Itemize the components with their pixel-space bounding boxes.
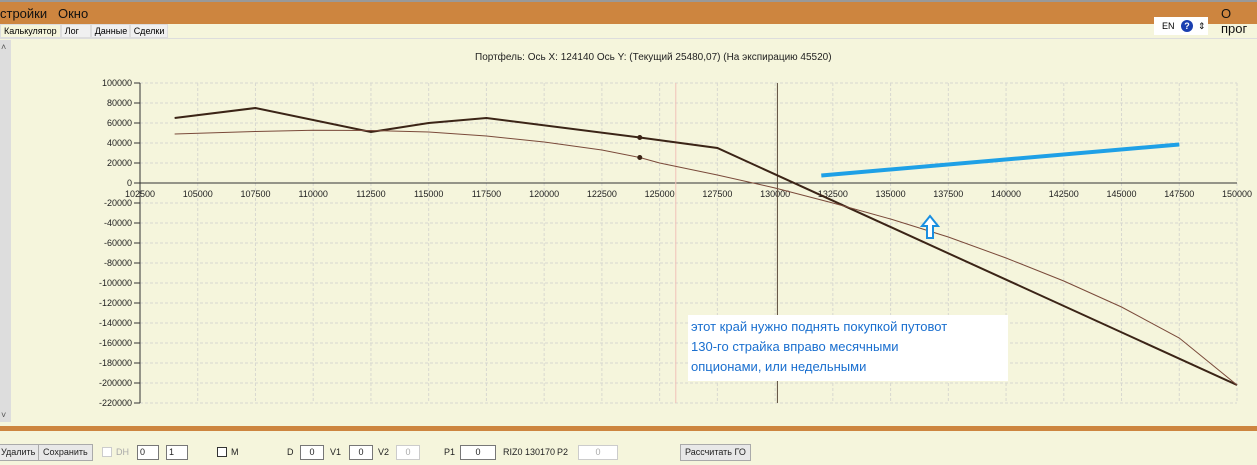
spinner-icon[interactable]: ⇕ bbox=[1198, 21, 1206, 31]
p2-input[interactable]: 0 bbox=[578, 445, 618, 460]
series-line bbox=[174, 106, 1238, 386]
m-checkbox[interactable] bbox=[217, 447, 227, 457]
help-icon[interactable]: ? bbox=[1181, 20, 1193, 32]
note-line: опционами, или недельными bbox=[691, 359, 867, 374]
v1-label: V1 bbox=[330, 447, 342, 457]
y-tick-label: -160000 bbox=[99, 338, 132, 348]
tab-data[interactable]: Данные bbox=[90, 24, 130, 38]
y-tick-label: -120000 bbox=[99, 298, 132, 308]
y-tick-label: -100000 bbox=[99, 278, 132, 288]
up-arrow-icon bbox=[919, 214, 941, 239]
x-tick-label: 130000 bbox=[760, 189, 790, 199]
calculate-margin-button[interactable]: Рассчитать ГО bbox=[680, 444, 751, 461]
x-tick-label: 145000 bbox=[1107, 189, 1137, 199]
y-tick-label: 0 bbox=[127, 178, 132, 188]
x-tick-label: 142500 bbox=[1049, 189, 1079, 199]
p1-label: P1 bbox=[444, 447, 456, 457]
x-tick-label: 105000 bbox=[183, 189, 213, 199]
x-tick-label: 120000 bbox=[529, 189, 559, 199]
spin-2-value: 1 bbox=[169, 447, 175, 457]
x-tick-label: 127500 bbox=[702, 189, 732, 199]
dh-checkbox[interactable] bbox=[102, 447, 112, 457]
x-tick-label: 132500 bbox=[818, 189, 848, 199]
spin-1-value: 0 bbox=[140, 447, 146, 457]
scroll-down-icon[interactable]: ˅ bbox=[1, 410, 7, 420]
x-tick-label: 147500 bbox=[1164, 189, 1194, 199]
x-tick-label: 112500 bbox=[356, 189, 385, 199]
note-line: этот край нужно поднять покупкой путовот bbox=[691, 319, 948, 334]
spin-2[interactable]: 1 bbox=[166, 445, 188, 460]
menu-bar: стройки Окно О прог bbox=[0, 0, 1257, 36]
scroll-up-icon[interactable]: ˄ bbox=[1, 42, 7, 52]
y-tick-label: -200000 bbox=[99, 378, 132, 388]
tab-log[interactable]: Лог bbox=[60, 24, 91, 38]
delete-button[interactable]: Удалить bbox=[0, 444, 41, 461]
x-tick-label: 135000 bbox=[876, 189, 906, 199]
x-tick-label: 122500 bbox=[587, 189, 617, 199]
tab-bar: Калькулятор Лог Данные Сделки bbox=[0, 24, 169, 38]
instrument-label: RIZ0 130170 bbox=[503, 447, 556, 457]
y-tick-label: -180000 bbox=[99, 358, 132, 368]
y-tick-label: -220000 bbox=[99, 398, 132, 408]
annotation-note: этот край нужно поднять покупкой путовот… bbox=[688, 315, 1008, 381]
data-point bbox=[637, 155, 643, 161]
bottom-toolbar: Удалить Сохранить DH 0 1 M D 0 V1 0 V2 0… bbox=[0, 444, 1257, 462]
x-tick-label: 140000 bbox=[991, 189, 1021, 199]
language-value: EN bbox=[1162, 21, 1175, 31]
x-tick-label: 107500 bbox=[240, 189, 270, 199]
divider bbox=[0, 38, 1257, 39]
spin-1[interactable]: 0 bbox=[137, 445, 159, 460]
save-button[interactable]: Сохранить bbox=[38, 444, 93, 461]
chart-title: Портфель: Ось X: 124140 Ось Y: (Текущий … bbox=[475, 52, 832, 63]
series-line bbox=[174, 129, 1238, 386]
y-tick-label: -60000 bbox=[104, 238, 132, 248]
y-tick-label: 40000 bbox=[107, 138, 132, 148]
data-point bbox=[637, 134, 643, 140]
splitter[interactable] bbox=[0, 426, 1257, 431]
m-label: M bbox=[231, 447, 239, 457]
v2-input[interactable]: 0 bbox=[396, 445, 420, 460]
vertical-scrollbar[interactable]: ˄ ˅ bbox=[0, 40, 11, 422]
p2-label: P2 bbox=[557, 447, 569, 457]
x-tick-label: 117500 bbox=[472, 189, 501, 199]
x-tick-label: 110000 bbox=[299, 189, 328, 199]
x-tick-label: 137500 bbox=[933, 189, 963, 199]
v2-label: V2 bbox=[378, 447, 390, 457]
d-input[interactable]: 0 bbox=[300, 445, 324, 460]
y-tick-label: -80000 bbox=[104, 258, 132, 268]
y-tick-label: 80000 bbox=[107, 98, 132, 108]
x-tick-label: 125000 bbox=[645, 189, 675, 199]
x-tick-label: 115000 bbox=[414, 189, 443, 199]
y-tick-label: -140000 bbox=[99, 318, 132, 328]
v1-input[interactable]: 0 bbox=[349, 445, 373, 460]
y-tick-label: -40000 bbox=[104, 218, 132, 228]
p1-input[interactable]: 0 bbox=[460, 445, 496, 460]
d-label: D bbox=[287, 447, 294, 457]
y-tick-label: 100000 bbox=[102, 78, 132, 88]
y-tick-label: -20000 bbox=[104, 198, 132, 208]
x-tick-label: 150000 bbox=[1222, 189, 1252, 199]
dh-label: DH bbox=[116, 447, 129, 457]
series-line bbox=[821, 142, 1180, 178]
tab-calculator[interactable]: Калькулятор bbox=[0, 24, 61, 38]
y-tick-label: 60000 bbox=[107, 118, 132, 128]
menu-about[interactable]: О прог bbox=[1221, 6, 1248, 36]
menu-settings[interactable]: стройки bbox=[0, 6, 48, 21]
language-selector[interactable]: EN? ⇕ bbox=[1154, 17, 1208, 35]
y-tick-label: 20000 bbox=[107, 158, 132, 168]
menu-window[interactable]: Окно bbox=[58, 6, 89, 21]
payoff-chart[interactable]: 102500 105000 107500 110000 112500 115000 1175… bbox=[0, 0, 1257, 430]
note-line: 130-го страйка вправо месячными bbox=[691, 339, 899, 354]
tab-deals[interactable]: Сделки bbox=[129, 24, 169, 38]
